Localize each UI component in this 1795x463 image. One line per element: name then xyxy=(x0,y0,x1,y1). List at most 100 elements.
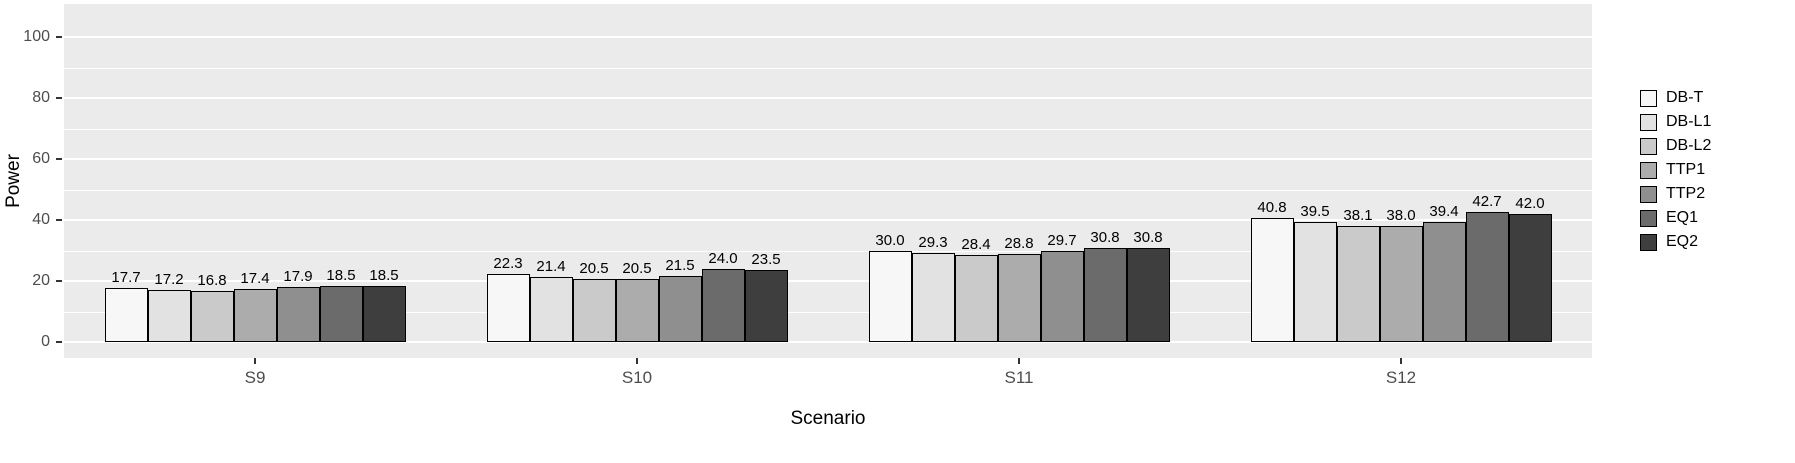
legend-label: EQ1 xyxy=(1666,209,1699,226)
bar-value-label: 38.0 xyxy=(1386,207,1416,225)
y-tick-mark xyxy=(56,280,62,282)
x-tick-label: S10 xyxy=(621,368,653,387)
y-tick-mark xyxy=(56,158,62,160)
bar xyxy=(1250,217,1294,342)
bar-value-label: 23.5 xyxy=(751,251,781,269)
y-tick-label: 80 xyxy=(32,89,50,106)
x-tick-mark xyxy=(254,358,256,364)
bar-value-label: 24.0 xyxy=(708,249,738,267)
bar-value-label: 28.4 xyxy=(961,236,991,254)
legend-item: TTP2 xyxy=(1640,182,1711,206)
legend-label: DB-L1 xyxy=(1666,113,1712,130)
bar-value-label: 30.8 xyxy=(1133,229,1163,247)
y-tick-mark xyxy=(56,97,62,99)
bar-value-label: 18.5 xyxy=(326,266,356,284)
bar xyxy=(1508,213,1552,342)
bar xyxy=(868,250,912,342)
x-tick-mark xyxy=(1400,358,1402,364)
bar xyxy=(572,279,616,342)
bar-value-label: 20.5 xyxy=(622,260,652,278)
bar-value-label: 29.3 xyxy=(918,233,948,251)
bar-value-label: 20.5 xyxy=(579,260,609,278)
legend-item: EQ1 xyxy=(1640,206,1711,230)
bar-value-label: 38.1 xyxy=(1343,206,1373,224)
legend-label: TTP1 xyxy=(1666,161,1706,178)
bar xyxy=(190,290,234,342)
bar xyxy=(147,289,191,342)
legend-label: TTP2 xyxy=(1666,185,1706,202)
bar-value-label: 21.5 xyxy=(665,257,695,275)
bar-value-label: 30.0 xyxy=(875,231,905,249)
legend: DB-T DB-L1 DB-L2 TTP1 TTP2 EQ1 EQ2 xyxy=(1640,86,1711,254)
bar-value-label: 18.5 xyxy=(369,266,399,284)
gridline-major xyxy=(64,341,1592,343)
bar-value-label: 28.8 xyxy=(1004,235,1034,253)
bar xyxy=(1040,251,1084,342)
legend-swatch xyxy=(1640,137,1657,155)
bar xyxy=(1126,248,1170,342)
bar xyxy=(529,276,573,342)
plot-panel: 17.7 17.2 16.8 17.4 17.9 18.5 18.5 22.3 21.4 20.5… xyxy=(64,4,1592,358)
bar xyxy=(1465,211,1509,342)
gridline-minor xyxy=(64,311,1592,313)
gridline-minor xyxy=(64,128,1592,130)
gridline-major xyxy=(64,158,1592,160)
legend-swatch xyxy=(1640,113,1657,131)
x-axis-label: Scenario xyxy=(790,408,866,429)
legend-swatch xyxy=(1640,233,1657,251)
y-tick-mark xyxy=(56,36,62,38)
y-tick-label: 20 xyxy=(32,272,50,289)
x-tick-mark xyxy=(636,358,638,364)
legend-label: DB-L2 xyxy=(1666,137,1712,154)
bar xyxy=(997,254,1041,342)
y-tick-mark xyxy=(56,341,62,343)
bar-value-label: 42.7 xyxy=(1472,192,1502,210)
y-tick-label: 60 xyxy=(32,150,50,167)
gridline-major xyxy=(64,219,1592,221)
bar xyxy=(615,279,659,342)
bar xyxy=(1379,226,1423,342)
x-tick-label: S9 xyxy=(244,368,266,387)
y-tick-mark xyxy=(56,219,62,221)
y-tick-label: 0 xyxy=(41,333,50,350)
bar-value-label: 17.4 xyxy=(240,269,270,287)
bar xyxy=(233,288,277,342)
bar-value-label: 40.8 xyxy=(1257,198,1287,216)
legend-swatch xyxy=(1640,185,1657,203)
bar xyxy=(104,288,148,342)
gridline-major xyxy=(64,280,1592,282)
legend-swatch xyxy=(1640,89,1657,107)
y-tick-label: 40 xyxy=(32,211,50,228)
legend-swatch xyxy=(1640,209,1657,227)
bar xyxy=(486,273,530,342)
bar xyxy=(1293,221,1337,342)
legend-item: DB-L2 xyxy=(1640,134,1711,158)
legend-label: EQ2 xyxy=(1666,233,1699,250)
bar xyxy=(658,276,702,342)
bar-value-label: 42.0 xyxy=(1515,194,1545,212)
bar xyxy=(744,270,788,342)
bar-value-label: 22.3 xyxy=(493,254,523,272)
bar-value-label: 17.7 xyxy=(111,269,141,286)
bar-value-label: 29.7 xyxy=(1047,232,1077,250)
x-tick-label: S12 xyxy=(1385,368,1417,387)
x-tick-mark xyxy=(1018,358,1020,364)
bar xyxy=(1422,221,1466,342)
bar xyxy=(362,285,406,342)
legend-swatch xyxy=(1640,161,1657,179)
bar xyxy=(1336,225,1380,342)
bar xyxy=(1083,248,1127,342)
bar-value-label: 39.5 xyxy=(1300,202,1330,220)
bar-value-label: 39.4 xyxy=(1429,202,1459,220)
bar-value-label: 17.2 xyxy=(154,270,184,288)
gridline-minor xyxy=(64,250,1592,252)
bar-value-label: 21.4 xyxy=(536,257,566,275)
gridline-major xyxy=(64,36,1592,38)
y-tick-label: 100 xyxy=(23,28,50,45)
bar xyxy=(319,285,363,342)
gridline-major xyxy=(64,97,1592,99)
bar xyxy=(954,255,998,342)
gridline-minor xyxy=(64,67,1592,69)
legend-item: DB-L1 xyxy=(1640,110,1711,134)
